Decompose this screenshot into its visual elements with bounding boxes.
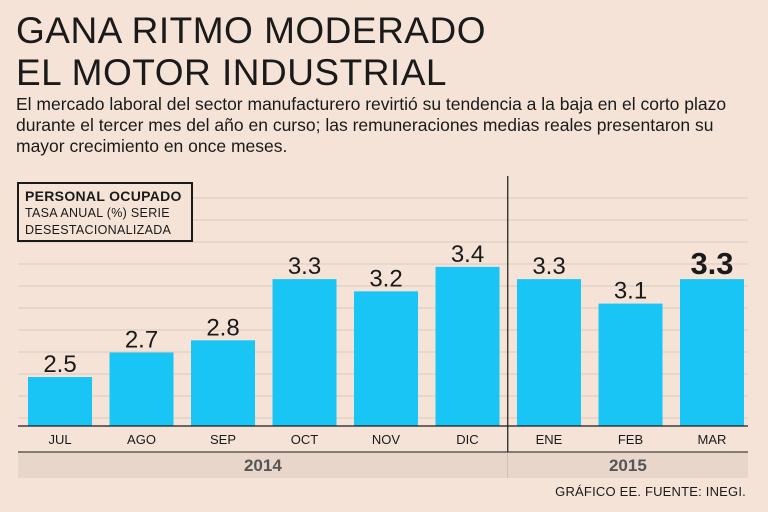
- year-label: 2015: [609, 456, 647, 475]
- bar-feb: [598, 303, 663, 426]
- year-band: [507, 452, 748, 478]
- year-label: 2014: [244, 456, 282, 475]
- bar-dic: [435, 266, 500, 426]
- legend-line-2: DESESTACIONALIZADA: [25, 223, 172, 237]
- tick-label: SEP: [210, 432, 236, 447]
- bar-ene: [517, 279, 581, 426]
- value-label: 3.3: [690, 246, 733, 281]
- title-line-1: GANA RITMO MODERADO: [16, 10, 486, 51]
- chart-legend: PERSONAL OCUPADO TASA ANUAL (%) SERIE DE…: [17, 182, 193, 242]
- bar-oct: [272, 279, 337, 426]
- value-label: 3.1: [614, 278, 647, 305]
- bar-nov: [354, 291, 418, 426]
- bar-sep: [191, 340, 255, 426]
- value-label: 3.3: [288, 253, 321, 280]
- tick-label: AGO: [127, 432, 156, 447]
- tick-label: ENE: [536, 432, 563, 447]
- tick-label: DIC: [456, 432, 478, 447]
- value-label: 3.3: [532, 253, 565, 280]
- tick-label: JUL: [48, 432, 71, 447]
- value-label: 2.8: [206, 314, 239, 341]
- chart-title: GANA RITMO MODERADO EL MOTOR INDUSTRIAL: [16, 10, 486, 94]
- year-band: [18, 452, 508, 478]
- bar-ago: [109, 352, 174, 426]
- value-label: 2.7: [125, 327, 158, 354]
- bar-jul: [28, 377, 92, 426]
- legend-line-1: TASA ANUAL (%) SERIE: [25, 206, 170, 220]
- value-label: 2.5: [43, 351, 76, 378]
- tick-label: MAR: [698, 432, 727, 447]
- title-line-2: EL MOTOR INDUSTRIAL: [16, 52, 447, 93]
- chart-subtitle: El mercado laboral del sector manufactur…: [16, 94, 727, 156]
- tick-label: FEB: [618, 432, 643, 447]
- value-label: 3.4: [451, 241, 484, 268]
- source-note: GRÁFICO EE. FUENTE: INEGI.: [555, 484, 746, 499]
- legend-title: PERSONAL OCUPADO: [25, 188, 182, 204]
- bar-mar: [680, 279, 744, 426]
- tick-label: NOV: [372, 432, 401, 447]
- value-label: 3.2: [369, 265, 402, 292]
- tick-label: OCT: [291, 432, 319, 447]
- bar-chart: 2.5 JUL 2.7 AGO 2.8 SEP 3.3 OCT 3.2 NOV 3.4 DIC 3.3 E…: [18, 176, 748, 478]
